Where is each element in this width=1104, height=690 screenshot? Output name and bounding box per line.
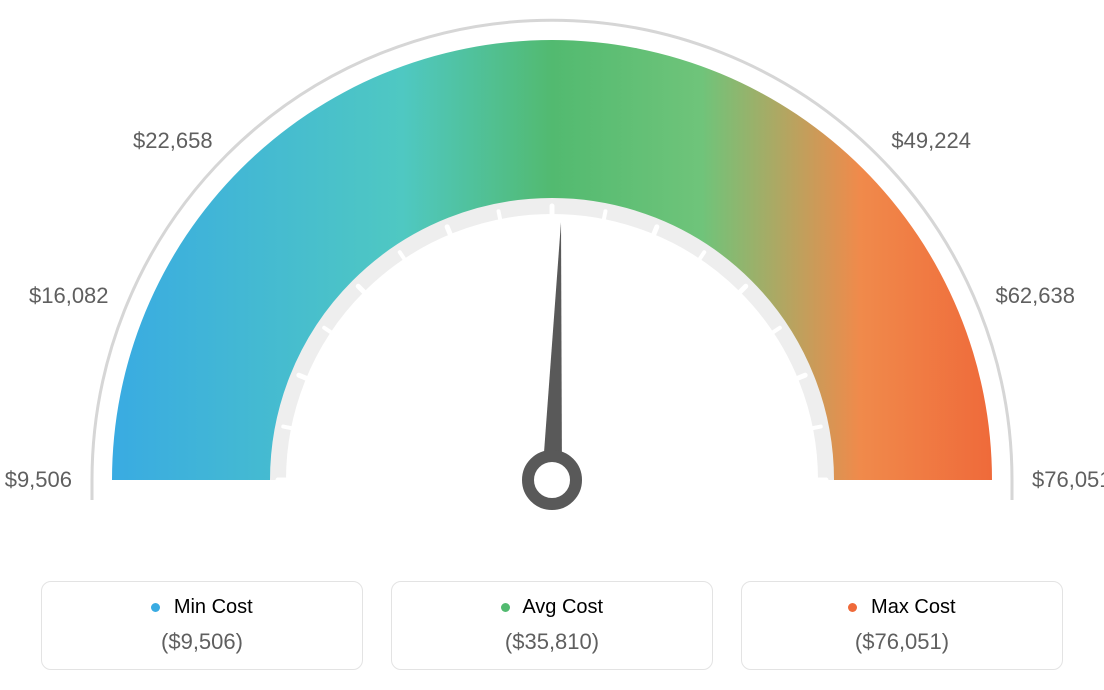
gauge-tick-label: $22,658: [133, 128, 213, 154]
gauge-svg: [0, 0, 1104, 560]
legend-max-label: Max Cost: [871, 596, 955, 618]
legend-row: Min Cost ($9,506) Avg Cost ($35,810) Max…: [0, 581, 1104, 670]
legend-min-value: ($9,506): [42, 629, 362, 655]
legend-max-value: ($76,051): [742, 629, 1062, 655]
bullet-icon: [848, 603, 857, 612]
legend-avg-value: ($35,810): [392, 629, 712, 655]
gauge-tick-label: $76,051: [1032, 467, 1104, 493]
legend-min-title: Min Cost: [42, 596, 362, 619]
legend-card-avg: Avg Cost ($35,810): [391, 581, 713, 670]
legend-avg-label: Avg Cost: [522, 596, 603, 618]
gauge-tick-label: $9,506: [5, 467, 72, 493]
legend-avg-title: Avg Cost: [392, 596, 712, 619]
bullet-icon: [501, 603, 510, 612]
gauge-tick-label: $49,224: [891, 128, 971, 154]
bullet-icon: [151, 603, 160, 612]
legend-min-label: Min Cost: [174, 596, 253, 618]
gauge-chart: Min Cost ($9,506) Avg Cost ($35,810) Max…: [0, 0, 1104, 690]
legend-max-title: Max Cost: [742, 596, 1062, 619]
gauge-tick-label: $16,082: [29, 283, 109, 309]
legend-card-max: Max Cost ($76,051): [741, 581, 1063, 670]
legend-card-min: Min Cost ($9,506): [41, 581, 363, 670]
gauge-tick-label: $62,638: [995, 283, 1075, 309]
